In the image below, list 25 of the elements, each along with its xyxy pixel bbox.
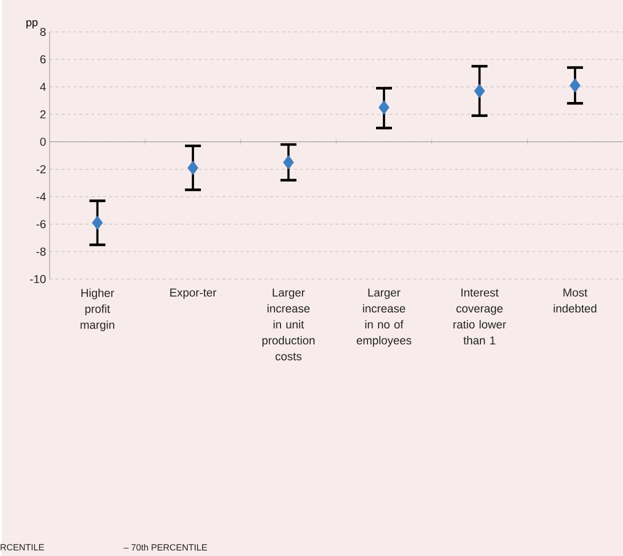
point bbox=[92, 216, 103, 230]
y-tick-label: -8 bbox=[36, 247, 46, 256]
y-tick-label: 8 bbox=[40, 28, 46, 36]
x-tick-label: Most indebted bbox=[554, 288, 596, 312]
point bbox=[378, 100, 390, 114]
text: RCENTILE bbox=[0, 544, 44, 550]
y-tick-label: -10 bbox=[30, 274, 46, 284]
text: – 70th PERCENTILE bbox=[124, 544, 207, 550]
y-tick-label: -4 bbox=[36, 192, 46, 201]
x-tick-label: Larger increase in unit production costs bbox=[262, 288, 314, 360]
point bbox=[188, 160, 198, 175]
point bbox=[283, 155, 294, 170]
x-tick-label: Larger increase in no of employees bbox=[356, 288, 412, 347]
point bbox=[474, 84, 485, 98]
y-tick-label: 6 bbox=[40, 55, 46, 64]
x-tick-label: Higher profit margin bbox=[80, 288, 114, 332]
x-tick-label: Interest coverage ratio lower than 1 bbox=[454, 288, 506, 344]
y-tick-label: -6 bbox=[36, 220, 46, 228]
y-tick-label: 2 bbox=[40, 110, 46, 118]
x-tick-label: Expor-ter bbox=[170, 288, 216, 299]
y-tick-label: 4 bbox=[40, 82, 46, 91]
y-axis-title: pp bbox=[26, 20, 38, 28]
y-tick-label: 0 bbox=[40, 138, 46, 146]
point bbox=[570, 78, 580, 93]
y-tick-label: -2 bbox=[36, 165, 46, 174]
